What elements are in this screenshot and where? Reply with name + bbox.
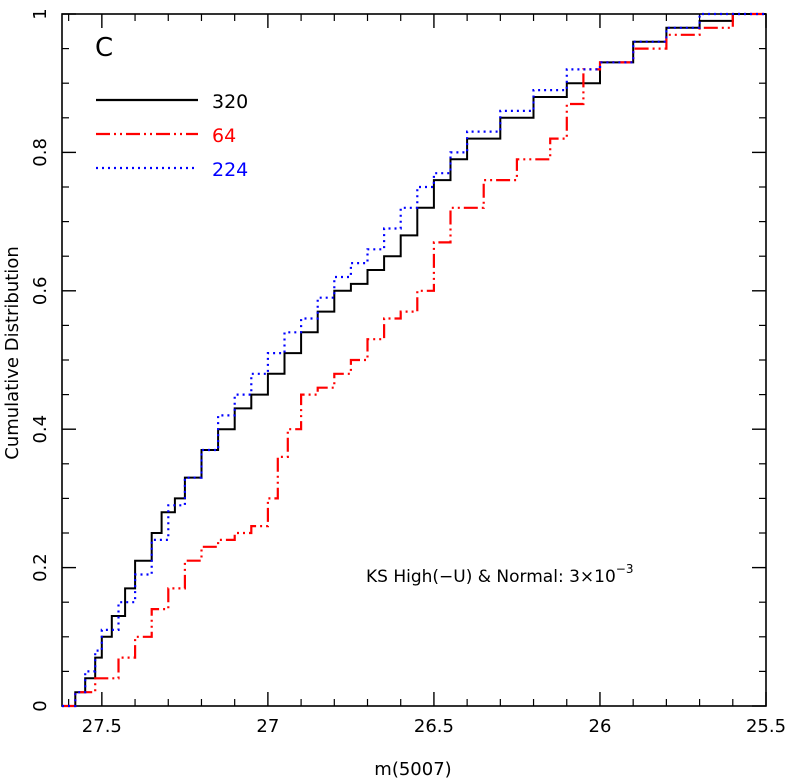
x-axis-title: m(5007) [374,759,451,780]
ks-annotation-text: KS High(−U) & Normal: 3×10 [366,567,616,587]
ks-annotation-exponent: −3 [616,562,634,576]
y-tick-label: 0 [30,700,51,711]
x-tick-label: 25.5 [746,716,786,737]
legend: 320 64 224 [96,91,248,181]
series-224-line [62,12,766,708]
legend-label-64: 64 [212,125,236,147]
legend-label-320: 320 [212,91,248,113]
series-320-line [62,13,766,707]
y-tick-label: 0.4 [30,415,51,444]
y-tick-label: 0.8 [30,138,51,167]
axis-ticks: 27.5 27 26.5 26 25.5 0 0.2 0.4 0.6 0.8 1 [30,8,786,737]
y-tick-label: 1 [30,8,51,19]
series-64-line [62,12,766,708]
x-tick-label: 26.5 [414,716,454,737]
y-axis-title: Cumulative Distribution [2,246,23,459]
panel-label: C [95,33,113,63]
x-tick-label: 27.5 [82,716,122,737]
series-layer [62,12,766,708]
legend-label-224: 224 [212,159,248,181]
y-tick-label: 0.2 [30,553,51,582]
x-tick-label: 27 [256,716,279,737]
x-tick-label: 26 [589,716,612,737]
y-tick-label: 0.6 [30,276,51,305]
ks-annotation: KS High(−U) & Normal: 3×10−3 [366,562,633,587]
